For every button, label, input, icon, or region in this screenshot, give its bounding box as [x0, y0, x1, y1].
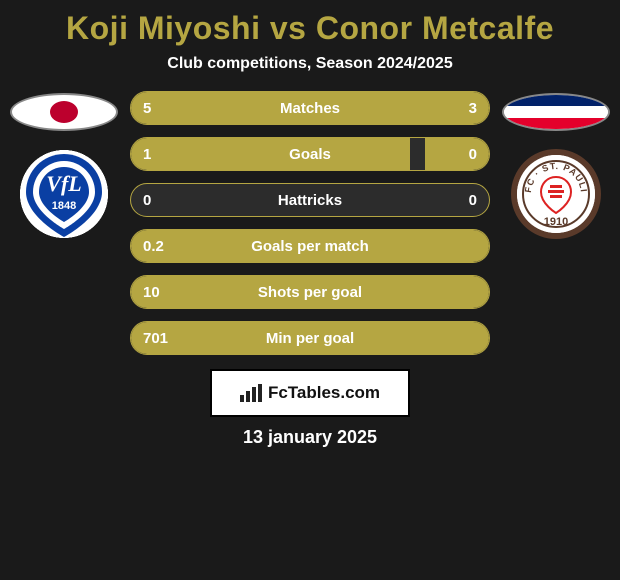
- stat-value-left: 5: [143, 92, 151, 124]
- subtitle: Club competitions, Season 2024/2025: [0, 55, 620, 73]
- brand-label: FcTables.com: [268, 383, 380, 403]
- stat-bars: 53Matches10Goals00Hattricks0.2Goals per …: [130, 91, 490, 355]
- stat-bar: 10Shots per goal: [130, 275, 490, 309]
- svg-text:VfL: VfL: [46, 171, 81, 196]
- stat-label: Hattricks: [131, 184, 489, 216]
- stat-value-left: 701: [143, 322, 168, 354]
- stat-value-left: 0.2: [143, 230, 164, 262]
- bar-fill-left: [131, 276, 489, 308]
- club-badge-bochum: VfL 1848: [19, 149, 109, 239]
- stat-value-right: 0: [469, 184, 477, 216]
- brand-box[interactable]: FcTables.com: [210, 369, 410, 417]
- page-title: Koji Miyoshi vs Conor Metcalfe: [0, 10, 620, 47]
- stat-value-left: 10: [143, 276, 160, 308]
- bar-fill-right: [425, 138, 489, 170]
- stat-bar: 0.2Goals per match: [130, 229, 490, 263]
- flag-icon-australia: [502, 93, 610, 131]
- svg-text:1848: 1848: [52, 200, 76, 212]
- bar-fill-left: [131, 322, 489, 354]
- stat-bar: 701Min per goal: [130, 321, 490, 355]
- comparison-card: Koji Miyoshi vs Conor Metcalfe Club comp…: [0, 0, 620, 448]
- stat-bar: 10Goals: [130, 137, 490, 171]
- club-badge-stpauli: FC · ST. PAULI 1910: [511, 149, 601, 239]
- stat-value-left: 0: [143, 184, 151, 216]
- stat-bar: 0 0Hattricks: [130, 183, 490, 217]
- main-row: VfL 1848 53Matches10Goals00Hattricks0.2G…: [0, 91, 620, 355]
- bar-chart-icon: [240, 384, 262, 402]
- stat-value-right: 0: [469, 138, 477, 170]
- bar-fill-left: [131, 230, 489, 262]
- stat-value-right: 3: [469, 92, 477, 124]
- right-player-column: FC · ST. PAULI 1910: [500, 91, 612, 239]
- bar-fill-left: [131, 92, 355, 124]
- left-player-column: VfL 1848: [8, 91, 120, 239]
- date-label: 13 january 2025: [0, 427, 620, 448]
- svg-text:1910: 1910: [544, 216, 568, 228]
- stat-value-left: 1: [143, 138, 151, 170]
- stat-bar: 53Matches: [130, 91, 490, 125]
- flag-icon-japan: [10, 93, 118, 131]
- bar-fill-left: [131, 138, 410, 170]
